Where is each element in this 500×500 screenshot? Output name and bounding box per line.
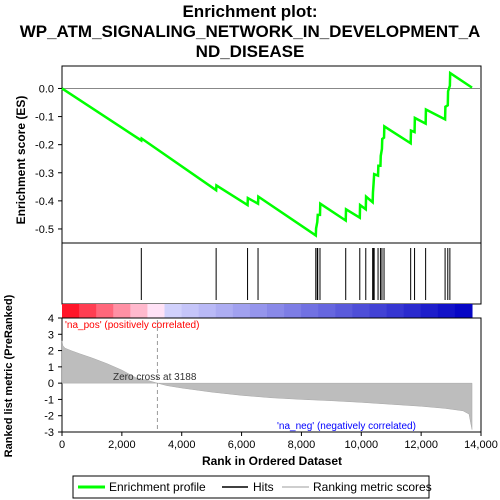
rank-ytick-label: 4	[48, 313, 54, 325]
colorbar-segment	[420, 304, 439, 318]
title-line-1: Enrichment plot:	[182, 2, 318, 21]
rank-ytick-label: -3	[44, 427, 54, 439]
xtick-label: 6,000	[228, 439, 256, 451]
colorbar-segment	[232, 304, 251, 318]
rank-ytick-label: -2	[44, 411, 54, 423]
es-ytick-label: -0.3	[35, 168, 54, 180]
xtick-label: 12,000	[404, 439, 438, 451]
xtick-label: 2,000	[108, 439, 136, 451]
colorbar-segment	[454, 304, 473, 318]
colorbar-segment	[96, 304, 114, 318]
es-ytick-label: -0.5	[35, 224, 54, 236]
pos-label: 'na_pos' (positively correlated)	[65, 320, 199, 331]
rank-ytick-label: 2	[48, 346, 54, 358]
title-line-2: WP_ATM_SIGNALING_NETWORK_IN_DEVELOPMENT_…	[19, 22, 481, 41]
chart-title: Enrichment plot: WP_ATM_SIGNALING_NETWOR…	[0, 2, 500, 62]
legend-box	[72, 475, 430, 499]
colorbar-segment	[215, 304, 234, 318]
zero-cross-label: Zero cross at 3188	[113, 372, 197, 383]
colorbar-segment	[113, 304, 131, 318]
colorbar-segment	[301, 304, 319, 318]
colorbar-segment	[386, 304, 405, 318]
rank-ytick-label: 1	[48, 362, 54, 374]
legend-hits-label: Hits	[253, 480, 274, 494]
colorbar-segment	[403, 304, 422, 318]
es-ytick-label: -0.2	[35, 140, 54, 152]
es-ytick-label: 0.0	[39, 83, 54, 95]
xtick-label: 4,000	[168, 439, 196, 451]
colorbar-segment	[267, 304, 285, 318]
rank-ytick-label: 3	[48, 329, 54, 341]
colorbar-segment	[79, 304, 97, 318]
ranking-metric-area	[61, 340, 473, 430]
colorbar-segment	[352, 304, 371, 318]
title-line-3: ND_DISEASE	[195, 42, 305, 61]
colorbar-segment	[147, 304, 166, 318]
colorbar-segment	[130, 304, 148, 318]
es-panel-frame	[61, 65, 482, 244]
colorbar-segment	[318, 304, 336, 318]
colorbar-segment	[62, 304, 80, 318]
xaxis-label: Rank in Ordered Dataset	[202, 454, 342, 468]
xtick-label: 8,000	[288, 439, 316, 451]
rank-ytick-label: 0	[48, 378, 54, 390]
colorbar-segment	[198, 304, 217, 318]
rank-ytick-label: -1	[44, 394, 54, 406]
xtick-label: 14,000	[464, 439, 498, 451]
es-ylabel: Enrichment score (ES)	[14, 96, 28, 225]
colorbar-segment	[335, 304, 353, 318]
neg-label: 'na_neg' (negatively correlated)	[277, 421, 416, 432]
legend-enrichment-label: Enrichment profile	[109, 480, 206, 494]
colorbar-segment	[249, 304, 268, 318]
es-ytick-label: -0.4	[35, 196, 54, 208]
colorbar-segment	[284, 304, 302, 318]
hits-panel-frame	[61, 242, 482, 305]
xtick-label: 0	[59, 439, 65, 451]
rank-panel-frame	[61, 317, 482, 433]
xtick-label: 10,000	[344, 439, 378, 451]
colorbar-segment	[164, 304, 183, 318]
enrichment-profile-line	[61, 70, 473, 238]
es-ytick-label: -0.1	[35, 112, 54, 124]
rank-ylabel: Ranked list metric (PreRanked)	[3, 294, 15, 457]
colorbar-segment	[181, 304, 200, 318]
legend-ranking-label: Ranking metric scores	[313, 480, 432, 494]
colorbar-segment	[437, 304, 456, 318]
colorbar-segment	[369, 304, 388, 318]
